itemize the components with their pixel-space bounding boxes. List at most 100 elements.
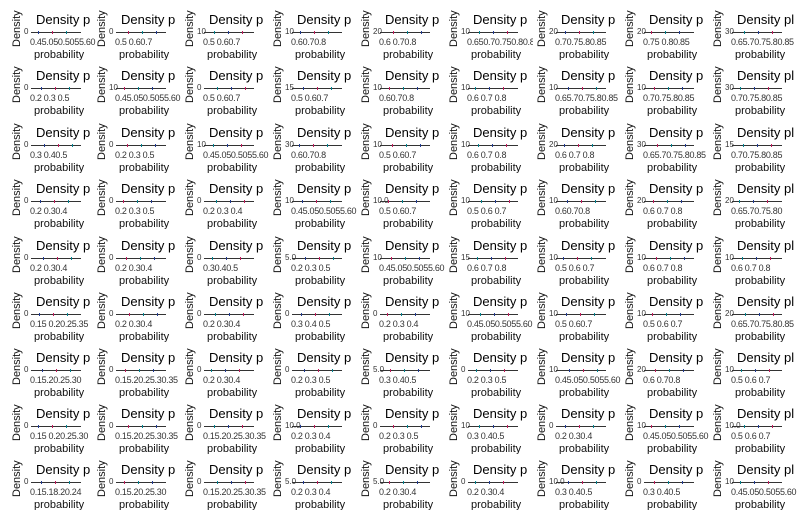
density-panel: Density p Density 10 0.3 0.40.5 probability <box>445 398 534 454</box>
y-axis-label: Density <box>448 404 460 441</box>
y-axis-label: Density <box>712 123 724 160</box>
y-tick-label: 0 <box>461 365 465 374</box>
x-tick-mark <box>475 87 476 90</box>
x-axis-label: probability <box>295 387 345 398</box>
density-panel: Density p Density 0 0.2 0.3 0.5 probability <box>8 60 97 116</box>
x-tick-mark <box>56 369 57 372</box>
density-panel: Density p Density 0 0.2 0.3 0.5 probability <box>269 342 358 398</box>
x-axis-line <box>556 88 606 89</box>
x-tick-mark <box>389 87 390 90</box>
y-tick-label: 0 <box>197 421 201 430</box>
x-tick-mark <box>243 313 244 316</box>
y-axis-label: Density <box>96 66 108 103</box>
x-axis-label: probability <box>559 443 609 454</box>
x-tick-labels: 0.65.70.75.80 <box>731 206 797 216</box>
x-tick-mark <box>509 200 510 203</box>
x-tick-mark <box>596 481 597 484</box>
y-tick-label: 0 <box>109 140 113 149</box>
x-tick-mark <box>492 144 493 147</box>
x-tick-mark <box>479 31 480 34</box>
panel-title: Density p <box>649 12 703 27</box>
x-axis-label: probability <box>647 105 697 116</box>
x-tick-mark <box>565 31 566 34</box>
y-axis-label: Density <box>11 292 23 329</box>
x-tick-mark <box>316 200 317 203</box>
x-tick-mark <box>127 144 128 147</box>
x-axis-line <box>292 370 342 371</box>
panel-title: Density p <box>209 238 263 253</box>
y-axis-label: Density <box>272 10 284 47</box>
density-panel: Density p Density 0 0.2 0.30.4 probability <box>93 230 182 286</box>
x-tick-mark <box>742 257 743 260</box>
x-tick-mark <box>419 257 420 260</box>
x-tick-labels: 0.3 0.40.5 <box>30 150 96 160</box>
x-tick-labels: 0.15 0.20.25.35 <box>30 319 96 329</box>
x-tick-mark <box>406 144 407 147</box>
x-tick-mark <box>401 313 402 316</box>
x-axis-label: probability <box>34 218 84 229</box>
x-tick-labels: 0.15.20.25.30.35 <box>115 431 181 441</box>
y-axis-label: Density <box>448 123 460 160</box>
x-tick-labels: 0.2 0.30.4 <box>555 431 621 441</box>
x-axis-label: probability <box>295 105 345 116</box>
x-tick-mark <box>652 313 653 316</box>
density-panel: Density pl Density 20 0.65.70.75.80 probabil… <box>709 173 800 229</box>
panel-title: Density pl <box>737 350 794 365</box>
x-tick-mark <box>758 425 759 428</box>
x-tick-mark <box>668 87 669 90</box>
panel-title: Density p <box>121 12 175 27</box>
x-tick-mark <box>154 257 155 260</box>
x-axis-label: probability <box>735 443 785 454</box>
x-tick-mark <box>679 425 680 428</box>
x-axis-line <box>204 482 254 483</box>
x-axis-label: probability <box>647 218 697 229</box>
x-tick-labels: 0.3 0.40.5 <box>555 487 621 497</box>
x-tick-mark <box>758 31 759 34</box>
x-tick-mark <box>494 313 495 316</box>
y-axis-label: Density <box>96 404 108 441</box>
y-axis-label: Density <box>712 179 724 216</box>
x-tick-mark <box>69 87 70 90</box>
x-tick-mark <box>215 313 216 316</box>
density-panel: Density p Density 0 0.15.20.25.30.35 probabi… <box>93 342 182 398</box>
x-tick-labels: 0.2 0.30.4 <box>115 319 181 329</box>
y-axis-label: Density <box>624 460 636 497</box>
x-tick-labels: 0.2 0.30.4 <box>379 487 445 497</box>
x-tick-mark <box>651 425 652 428</box>
panel-title: Density p <box>561 294 615 309</box>
x-tick-mark <box>43 257 44 260</box>
x-tick-labels: 0.5 0.6 0.7 <box>731 431 797 441</box>
x-axis-label: probability <box>207 49 257 60</box>
panel-title: Density p <box>385 294 439 309</box>
x-axis-label: probability <box>559 105 609 116</box>
panel-title: Density p <box>121 238 175 253</box>
x-tick-mark <box>58 144 59 147</box>
x-tick-mark <box>229 313 230 316</box>
x-axis-line <box>116 370 166 371</box>
panel-title: Density p <box>649 238 703 253</box>
x-tick-labels: 0.60.70.8 <box>291 150 357 160</box>
y-axis-label: Density <box>624 10 636 47</box>
x-tick-mark <box>314 31 315 34</box>
y-axis-label: Density <box>184 292 196 329</box>
y-axis-label: Density <box>184 179 196 216</box>
x-axis-line <box>644 201 694 202</box>
panel-title: Density p <box>121 294 175 309</box>
density-panel: Density p Density 0 0.30.40.5 probability <box>181 230 270 286</box>
x-axis-label: probability <box>34 387 84 398</box>
x-tick-mark <box>581 200 582 203</box>
y-axis-label: Density <box>96 348 108 385</box>
x-tick-mark <box>679 31 680 34</box>
x-tick-mark <box>767 200 768 203</box>
x-tick-labels: 0.5 0.6 0.7 <box>555 263 621 273</box>
x-tick-labels: 0.2 0.3 0.5 <box>467 375 533 385</box>
panel-title: Density p <box>385 350 439 365</box>
panel-title: Density p <box>561 406 615 421</box>
x-tick-mark <box>416 200 417 203</box>
x-tick-mark <box>682 87 683 90</box>
x-tick-mark <box>407 31 408 34</box>
y-axis-label: Density <box>11 123 23 160</box>
x-tick-labels: 0.6 0.7 0.8 <box>731 263 797 273</box>
density-panel: Density p Density 5.0 0.2 0.3 0.4 probabilit… <box>269 454 358 510</box>
x-axis-label: probability <box>735 275 785 286</box>
